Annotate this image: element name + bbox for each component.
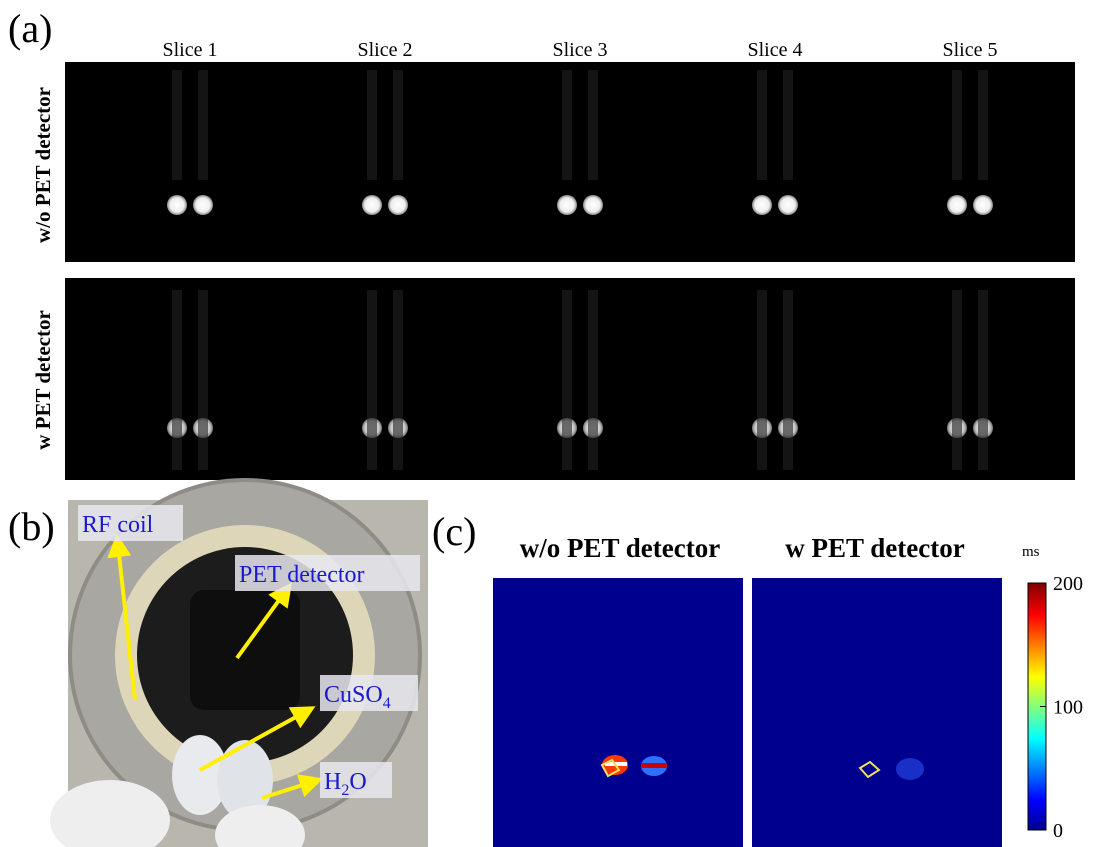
artifact xyxy=(172,290,182,470)
figure: (a) (b) RF coil PET detector CuSO4 H2O (c) xyxy=(0,0,1095,847)
phantom-spot xyxy=(778,195,798,215)
slice-label: Slice 3 xyxy=(553,39,608,61)
map-title: w PET detector xyxy=(785,533,964,563)
artifact xyxy=(367,70,377,180)
artifact xyxy=(783,290,793,470)
colorbar-unit: ms xyxy=(1022,544,1040,560)
phantom-spot xyxy=(388,195,408,215)
artifact xyxy=(393,70,403,180)
artifact xyxy=(588,70,598,180)
artifact xyxy=(562,290,572,470)
artifact xyxy=(757,70,767,180)
slice-label: Slice 5 xyxy=(943,39,998,61)
callout-text: O xyxy=(349,769,366,795)
artifact xyxy=(393,290,403,470)
artifact xyxy=(172,70,182,180)
phantom-spot xyxy=(362,195,382,215)
tick-label: 0 xyxy=(1053,820,1063,842)
t2-map xyxy=(752,578,1002,847)
artifact xyxy=(588,290,598,470)
artifact xyxy=(367,290,377,470)
slice-label: Slice 2 xyxy=(358,39,413,61)
phantom-spot xyxy=(193,195,213,215)
artifact xyxy=(952,70,962,180)
slice-label: Slice 1 xyxy=(163,39,218,61)
row-label: w/o PET detector xyxy=(31,87,55,243)
panel-label: (b) xyxy=(8,504,55,549)
artifact xyxy=(952,290,962,470)
artifact xyxy=(562,70,572,180)
panel-label: (c) xyxy=(432,509,476,554)
tick-label: 100 xyxy=(1053,697,1083,719)
panel-b: (b) RF coil PET detector CuSO4 H2O xyxy=(8,480,428,847)
phantom-spot xyxy=(583,195,603,215)
slice-label: Slice 4 xyxy=(748,39,803,61)
callout-text: PET detector xyxy=(239,562,365,588)
artifact xyxy=(783,70,793,180)
tick-label: 200 xyxy=(1053,573,1083,595)
callout-sub: 2 xyxy=(341,782,349,799)
callout: CuSO4 xyxy=(324,682,391,712)
map-title: w/o PET detector xyxy=(520,533,720,563)
callout-text: CuSO xyxy=(324,682,383,708)
panel-a: (a) xyxy=(8,6,1075,480)
artifact xyxy=(198,290,208,470)
artifact xyxy=(978,70,988,180)
callout-text: RF coil xyxy=(82,512,154,538)
callout-text: H xyxy=(324,769,341,795)
callout-sub: 4 xyxy=(383,695,391,712)
row-label: w PET detector xyxy=(31,310,55,450)
phantom-spot xyxy=(947,195,967,215)
panel-label: (a) xyxy=(8,6,52,51)
t2-map xyxy=(493,578,743,847)
callout: RF coil xyxy=(82,512,154,538)
phantom-spot xyxy=(752,195,772,215)
phantom-spot xyxy=(557,195,577,215)
artifact xyxy=(978,290,988,470)
artifact xyxy=(757,290,767,470)
artifact xyxy=(198,70,208,180)
phantom-spot xyxy=(167,195,187,215)
phantom-spot xyxy=(973,195,993,215)
callout: PET detector xyxy=(239,562,365,588)
